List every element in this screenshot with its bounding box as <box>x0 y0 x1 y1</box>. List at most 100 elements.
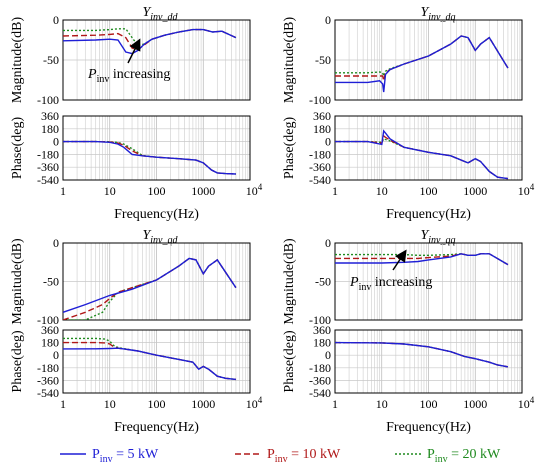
annotation-arrow <box>392 249 407 271</box>
x-tick-label: 100 <box>420 397 438 411</box>
y-tick-label: 0 <box>325 236 331 250</box>
y-tick-label: 360 <box>313 323 331 337</box>
series-line-p5 <box>335 129 508 180</box>
magnitude-ylabel: Magnitude(dB) <box>282 17 297 104</box>
x-tick-label: 100 <box>148 397 166 411</box>
panel-qq: Yinv_qq0-50-100Magnitude(dB)3601800-180-… <box>282 228 535 435</box>
y-tick-label: 360 <box>313 109 331 123</box>
y-tick-label: -180 <box>37 361 59 375</box>
y-tick-label: 0 <box>325 135 331 149</box>
x-tick-label: 10 <box>376 184 388 198</box>
y-tick-label: -50 <box>43 275 59 289</box>
x-tick-label: 1 <box>60 397 66 411</box>
phase-ylabel: Phase(deg) <box>282 330 297 393</box>
panel-dq: Yinv_dq0-50-100Magnitude(dB)3601800-180-… <box>282 5 535 222</box>
annotation-arrow <box>127 38 141 64</box>
y-tick-label: -540 <box>37 173 59 187</box>
y-tick-label: -360 <box>309 160 331 174</box>
y-tick-label: -360 <box>37 160 59 174</box>
y-tick-label: 0 <box>53 135 59 149</box>
series-line-p5 <box>335 35 509 93</box>
legend-item-p20: Pinv = 20 kW <box>395 447 501 465</box>
x-tick-label: 104 <box>246 395 263 411</box>
x-tick-label: 100 <box>420 184 438 198</box>
magnitude-axes: 0 -50 -100 <box>309 13 523 107</box>
x-axis-label: Frequency(Hz) <box>386 207 471 222</box>
y-tick-label: -540 <box>309 173 331 187</box>
phase-ylabel: Phase(deg) <box>10 117 25 180</box>
annotation-text: Pinv increasing <box>87 67 170 85</box>
y-tick-label: -540 <box>37 386 59 400</box>
plot-frame <box>62 329 251 394</box>
y-tick-label: 0 <box>53 236 59 250</box>
y-tick-label: 180 <box>313 336 331 350</box>
panel-qd: Yinv_qd0-50-100Magnitude(dB)3601800-180-… <box>10 228 263 435</box>
plot-frame <box>334 242 523 321</box>
plot-frame <box>62 115 251 181</box>
y-tick-label: 360 <box>41 109 59 123</box>
legend-item-p5: Pinv = 5 kW <box>60 447 159 465</box>
y-tick-label: -360 <box>309 373 331 387</box>
series-line-p5 <box>335 341 509 368</box>
magnitude-axes: 0 -50 -100 <box>37 13 251 107</box>
magnitude-ylabel: Magnitude(dB) <box>282 238 297 325</box>
x-tick-label: 1000 <box>463 397 487 411</box>
y-tick-label: -50 <box>43 53 59 67</box>
y-tick-label: 180 <box>313 122 331 136</box>
x-tick-label: 10 <box>104 397 116 411</box>
x-axis-label: Frequency(Hz) <box>114 207 199 222</box>
legend: Pinv = 5 kW Pinv = 10 kW Pinv = 20 kW <box>60 447 501 465</box>
plot-frame <box>334 19 523 101</box>
legend-item-p10: Pinv = 10 kW <box>235 447 341 465</box>
y-tick-label: 180 <box>41 122 59 136</box>
x-tick-label: 10 <box>376 397 388 411</box>
x-tick-label: 1 <box>60 184 66 198</box>
magnitude-ylabel: Magnitude(dB) <box>10 238 25 325</box>
x-tick-label: 1000 <box>191 184 215 198</box>
y-tick-label: -100 <box>37 93 59 107</box>
x-tick-label: 104 <box>246 182 263 198</box>
y-tick-label: -100 <box>309 93 331 107</box>
phase-ylabel: Phase(deg) <box>10 330 25 393</box>
y-tick-label: 0 <box>53 13 59 27</box>
x-axis-label: Frequency(Hz) <box>114 420 199 435</box>
x-tick-label: 1 <box>332 184 338 198</box>
y-tick-label: -100 <box>37 313 59 327</box>
plot-frame <box>62 19 251 101</box>
y-tick-label: 0 <box>53 348 59 362</box>
y-tick-label: 0 <box>325 348 331 362</box>
y-tick-label: -50 <box>315 275 331 289</box>
y-tick-label: -180 <box>37 147 59 161</box>
y-tick-label: -360 <box>37 373 59 387</box>
x-tick-label: 1000 <box>463 184 487 198</box>
y-tick-label: 360 <box>41 323 59 337</box>
magnitude-axes: 0 -50 -100 <box>37 236 251 327</box>
annotation-text: Pinv increasing <box>349 275 432 293</box>
x-tick-label: 1000 <box>191 397 215 411</box>
x-tick-label: 104 <box>518 182 535 198</box>
y-tick-label: 0 <box>325 13 331 27</box>
series-line-p5 <box>63 257 237 313</box>
plot-frame <box>62 242 251 321</box>
x-tick-label: 1 <box>332 397 338 411</box>
y-tick-label: -540 <box>309 386 331 400</box>
panel-dd: Yinv_dd0-50-100Magnitude(dB)3601800-180-… <box>10 5 263 222</box>
legend-label: Pinv = 5 kW <box>92 447 159 465</box>
x-tick-label: 10 <box>104 184 116 198</box>
legend-label: Pinv = 10 kW <box>267 447 341 465</box>
x-tick-label: 104 <box>518 395 535 411</box>
y-tick-label: -50 <box>315 53 331 67</box>
plot-frame <box>334 329 523 394</box>
y-tick-label: 180 <box>41 336 59 350</box>
magnitude-ylabel: Magnitude(dB) <box>10 17 25 104</box>
x-axis-label: Frequency(Hz) <box>386 420 471 435</box>
series-line-p5 <box>63 347 236 381</box>
phase-ylabel: Phase(deg) <box>282 117 297 180</box>
magnitude-axes: 0 -50 -100 <box>309 236 523 327</box>
y-tick-label: -180 <box>309 147 331 161</box>
